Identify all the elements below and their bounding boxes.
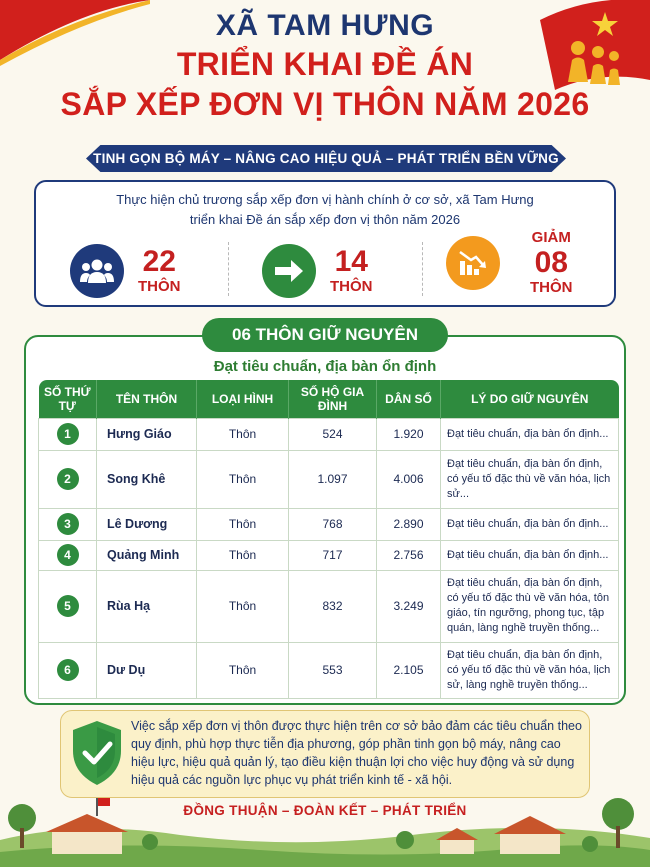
red-swoosh-decoration [0,0,150,66]
population: 1.920 [376,417,441,451]
stat-before-value: 22 [142,245,176,278]
page-title-line2: SẮP XẾP ĐƠN VỊ THÔN NĂM 2026 [60,86,590,122]
column-header: TÊN THÔN [96,380,197,418]
arrow-right-icon [262,244,316,298]
village-name: Lê Dương [96,507,197,541]
intro-line-2: triển khai Đề án sắp xếp đơn vị thôn năm… [189,212,461,227]
households: 717 [288,539,377,571]
stat-divider [422,242,423,296]
keep-reason: Đạt tiêu chuẩn, địa bàn ổn định... [440,507,619,541]
village-type: Thôn [196,507,289,541]
households: 524 [288,417,377,451]
column-header: SỐ HỘ GIA ĐÌNH [288,380,377,418]
village-name: Hưng Giáo [96,417,197,451]
village-type: Thôn [196,641,289,699]
note-box: Việc sắp xếp đơn vị thôn được thực hiện … [60,710,590,798]
villages-table: SỐ THỨ TỰ TÊN THÔN LOẠI HÌNH SỐ HỘ GIA Đ… [38,380,619,699]
keep-reason: Đạt tiêu chuẩn, địa bàn ổn định, có yếu … [440,641,619,699]
stat-reduced-unit: THÔN [530,279,573,296]
intro-line-1: Thực hiện chủ trương sắp xếp đơn vị hành… [116,192,534,207]
note-text: Việc sắp xếp đơn vị thôn được thực hiện … [131,719,582,787]
village-name: Song Khê [96,449,197,509]
intro-summary-box: Thực hiện chủ trương sắp xếp đơn vị hành… [34,180,616,307]
stat-reduced-prefix: GIẢM [531,229,571,246]
population: 2.890 [376,507,441,541]
households: 1.097 [288,449,377,509]
column-header: SỐ THỨ TỰ [38,380,97,418]
table-row: 4 Quảng Minh Thôn 717 2.756 Đạt tiêu chu… [38,539,619,571]
section-subtitle: Đạt tiêu chuẩn, địa bàn ổn định [213,358,437,375]
stat-after-unit: THÔN [330,278,373,295]
village-type: Thôn [196,539,289,571]
keep-reason: Đạt tiêu chuẩn, địa bàn ổn định... [440,539,619,571]
stat-after-value: 14 [334,245,368,278]
households: 553 [288,641,377,699]
keep-reason: Đạt tiêu chuẩn, địa bàn ổn định... [440,417,619,451]
population: 2.105 [376,641,441,699]
section-pill: 06 THÔN GIỮ NGUYÊN [202,318,448,352]
row-number: 3 [56,513,79,535]
column-header: LÝ DO GIỮ NGUYÊN [440,380,619,418]
village-landscape-illustration [0,798,650,867]
table-header-row: SỐ THỨ TỰ TÊN THÔN LOẠI HÌNH SỐ HỘ GIA Đ… [38,380,619,418]
village-name: Dư Dụ [96,641,197,699]
row-number: 5 [56,595,79,617]
intro-text: Thực hiện chủ trương sắp xếp đơn vị hành… [36,190,614,230]
people-icon [70,244,124,298]
stat-reduced: GIẢM 08 THÔN [446,229,573,296]
keep-reason: Đạt tiêu chuẩn, địa bàn ổn định, có yếu … [440,569,619,643]
village-type: Thôn [196,569,289,643]
table-row: 2 Song Khê Thôn 1.097 4.006 Đạt tiêu chu… [38,449,619,509]
stat-divider [228,242,229,296]
stat-reduced-value: 08 [534,246,568,279]
households: 832 [288,569,377,643]
village-name: Rùa Hạ [96,569,197,643]
shield-check-icon [73,721,121,785]
village-type: Thôn [196,417,289,451]
page-header: XÃ TAM HƯNG TRIỂN KHAI ĐỀ ÁN SẮP XẾP ĐƠN… [0,8,650,124]
footer-slogan: ĐỒNG THUẬN – ĐOÀN KẾT – PHÁT TRIỂN [183,803,467,818]
flag-family-logo [540,0,650,90]
table-row: 3 Lê Dương Thôn 768 2.890 Đạt tiêu chuẩn… [38,507,619,541]
keep-reason: Đạt tiêu chuẩn, địa bàn ổn định, có yếu … [440,449,619,509]
table-row: 1 Hưng Giáo Thôn 524 1.920 Đạt tiêu chuẩ… [38,417,619,451]
row-number: 1 [56,423,79,445]
page-title-line1: TRIỂN KHAI ĐỀ ÁN [176,46,474,82]
stat-before-unit: THÔN [138,278,181,295]
row-number: 2 [56,468,79,490]
population: 4.006 [376,449,441,509]
table-row: 5 Rùa Hạ Thôn 832 3.249 Đạt tiêu chuẩn, … [38,569,619,643]
population: 3.249 [376,569,441,643]
row-number: 6 [56,659,79,681]
stat-before: 22 THÔN [70,242,181,300]
village-name: Quảng Minh [96,539,197,571]
slogan-ribbon: TINH GỌN BỘ MÁY – NÂNG CAO HIỆU QUẢ – PH… [86,145,566,172]
column-header: LOẠI HÌNH [196,380,289,418]
chart-down-icon [446,236,500,290]
commune-name: XÃ TAM HƯNG [215,9,435,42]
households: 768 [288,507,377,541]
population: 2.756 [376,539,441,571]
stat-after: 14 THÔN [262,242,373,300]
village-type: Thôn [196,449,289,509]
row-number: 4 [56,544,79,566]
column-header: DÂN SỐ [376,380,441,418]
table-row: 6 Dư Dụ Thôn 553 2.105 Đạt tiêu chuẩn, đ… [38,641,619,699]
